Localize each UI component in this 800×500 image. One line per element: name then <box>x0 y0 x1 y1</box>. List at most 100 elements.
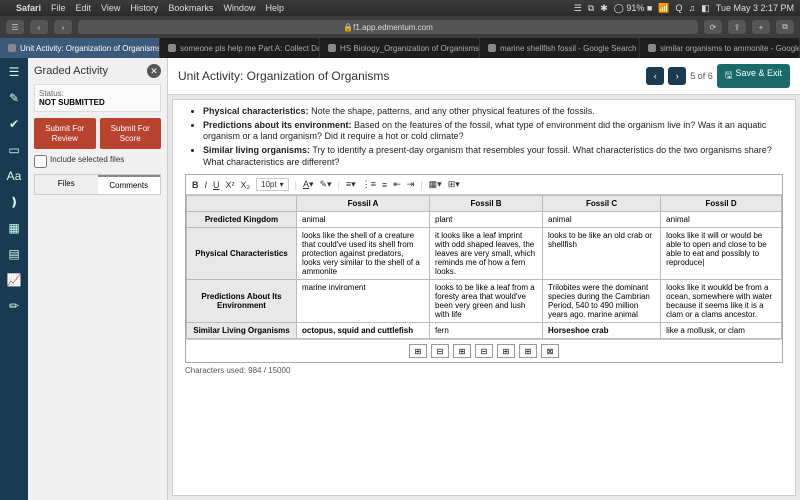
italic-button[interactable]: I <box>205 180 208 190</box>
table-tool-button[interactable]: ⊠ <box>541 344 559 358</box>
table-cell[interactable]: animal <box>543 212 661 228</box>
rail-chart-icon[interactable]: 📈 <box>6 272 22 288</box>
rail-note-icon[interactable]: ▦ <box>6 220 22 236</box>
new-tab-button[interactable]: + <box>752 20 770 34</box>
app-name[interactable]: Safari <box>16 3 41 13</box>
align-button[interactable]: ≡▾ <box>346 179 356 190</box>
table-tool-button[interactable]: ⊞ <box>409 344 427 358</box>
table-row: Predictions About Its Environment marine… <box>187 280 782 323</box>
status-icon[interactable]: ♫ <box>689 3 696 13</box>
table-tool-button[interactable]: ⊞ <box>519 344 537 358</box>
reload-button[interactable]: ⟳ <box>704 20 722 34</box>
bold-button[interactable]: B <box>192 180 199 190</box>
table-tool-button[interactable]: ⊟ <box>475 344 493 358</box>
status-icon[interactable]: ✱ <box>600 3 608 14</box>
superscript-button[interactable]: X² <box>226 180 235 190</box>
browser-tab[interactable]: marine shellfish fossil - Google Search <box>480 38 640 58</box>
menu-bookmarks[interactable]: Bookmarks <box>168 3 213 13</box>
browser-tab[interactable]: Unit Activity: Organization of Organisms <box>0 38 160 58</box>
underline-button[interactable]: U <box>213 180 220 190</box>
table-cell[interactable]: looks like it will or would be able to o… <box>661 228 782 280</box>
table-tool-button[interactable]: ⊞ <box>497 344 515 358</box>
submit-score-button[interactable]: Submit For Score <box>100 118 162 149</box>
rail-audio-icon[interactable]: ❫ <box>6 194 22 210</box>
insert-button[interactable]: ▦▾ <box>429 179 442 190</box>
table-cell[interactable]: plant <box>430 212 543 228</box>
outdent-button[interactable]: ⇤ <box>393 179 401 190</box>
checkbox-input[interactable] <box>34 155 47 168</box>
tab-files[interactable]: Files <box>35 175 98 194</box>
rail-folder-icon[interactable]: ▭ <box>6 142 22 158</box>
rail-edit-icon[interactable]: ✎ <box>6 90 22 106</box>
table-cell[interactable]: Trilobites were the dominant species dur… <box>543 280 661 323</box>
answer-table[interactable]: Fossil A Fossil B Fossil C Fossil D Pred… <box>186 195 782 339</box>
spotlight-icon[interactable]: Q <box>676 3 683 13</box>
browser-tab[interactable]: HS Biology_Organization of Organisms_V..… <box>320 38 480 58</box>
table-tool-button[interactable]: ⊞ <box>453 344 471 358</box>
table-header: Fossil B <box>430 196 543 212</box>
table-cell[interactable]: marine inviroment <box>297 280 430 323</box>
submit-review-button[interactable]: Submit For Review <box>34 118 96 149</box>
subscript-button[interactable]: X₂ <box>241 180 251 190</box>
address-bar[interactable]: 🔒 f1.app.edmentum.com <box>78 20 698 34</box>
number-list-button[interactable]: ≡ <box>382 180 387 190</box>
menu-help[interactable]: Help <box>265 3 284 13</box>
battery-status[interactable]: ◯ 91% ■ <box>614 3 653 14</box>
table-cell[interactable]: octopus, squid and cuttlefish <box>297 323 430 339</box>
browser-tab[interactable]: someone pls help me Part A: Collect Dat.… <box>160 38 320 58</box>
table-cell[interactable]: like a mollusk, or clam <box>661 323 782 339</box>
table-cell[interactable]: looks like it woukld be from a ocean, so… <box>661 280 782 323</box>
rail-highlight-icon[interactable]: ✏ <box>6 298 22 314</box>
font-size-select[interactable]: 10pt▾ <box>256 178 289 191</box>
next-page-button[interactable]: › <box>668 67 686 85</box>
table-row: Fossil A Fossil B Fossil C Fossil D <box>187 196 782 212</box>
table-cell[interactable]: animal <box>297 212 430 228</box>
forward-button[interactable]: › <box>54 20 72 34</box>
status-icon[interactable]: ⧉ <box>588 3 594 14</box>
status-icon[interactable]: ☰ <box>574 3 582 14</box>
rail-text-icon[interactable]: Aa <box>6 168 22 184</box>
rail-menu-icon[interactable]: ☰ <box>6 64 22 80</box>
table-tool-button[interactable]: ⊟ <box>431 344 449 358</box>
back-button[interactable]: ‹ <box>30 20 48 34</box>
table-cell[interactable]: Horseshoe crab <box>543 323 661 339</box>
table-cell[interactable]: looks like the shell of a creature that … <box>297 228 430 280</box>
sidebar-toggle-icon[interactable]: ☰ <box>6 20 24 34</box>
menu-history[interactable]: History <box>130 3 158 13</box>
table-cell[interactable]: looks to be like an old crab or shellfis… <box>543 228 661 280</box>
prev-page-button[interactable]: ‹ <box>646 67 664 85</box>
chevron-down-icon: ▾ <box>280 180 284 189</box>
share-button[interactable]: ⇪ <box>728 20 746 34</box>
browser-toolbar: ☰ ‹ › 🔒 f1.app.edmentum.com ⟳ ⇪ + ⧉ <box>0 16 800 38</box>
rail-check-icon[interactable]: ✔ <box>6 116 22 132</box>
tab-label: similar organisms to ammonite - Google..… <box>660 44 800 53</box>
clock[interactable]: Tue May 3 2:17 PM <box>716 3 794 13</box>
tabs-button[interactable]: ⧉ <box>776 20 794 34</box>
highlight-button[interactable]: ✎▾ <box>320 179 332 190</box>
table-cell[interactable]: animal <box>661 212 782 228</box>
font-color-button[interactable]: A▾ <box>303 179 314 190</box>
row-header: Predicted Kingdom <box>187 212 297 228</box>
indent-button[interactable]: ⇥ <box>407 179 415 190</box>
browser-tab[interactable]: similar organisms to ammonite - Google..… <box>640 38 800 58</box>
table-button[interactable]: ⊞▾ <box>448 179 460 190</box>
menu-window[interactable]: Window <box>223 3 255 13</box>
table-cell[interactable]: it looks like a leaf imprint with odd sh… <box>430 228 543 280</box>
list-item: Physical characteristics: Note the shape… <box>203 106 783 118</box>
menu-edit[interactable]: Edit <box>76 3 92 13</box>
tab-comments[interactable]: Comments <box>98 175 161 194</box>
bullet-list-button[interactable]: ⋮≡ <box>362 179 376 190</box>
table-cell[interactable]: fern <box>430 323 543 339</box>
rail-calc-icon[interactable]: ▤ <box>6 246 22 262</box>
menu-file[interactable]: File <box>51 3 66 13</box>
menu-view[interactable]: View <box>101 3 120 13</box>
include-files-checkbox[interactable]: Include selected files <box>34 155 161 168</box>
table-cell[interactable]: looks to be like a leaf from a foresty a… <box>430 280 543 323</box>
close-icon[interactable]: ✕ <box>147 64 161 78</box>
table-row: Physical Characteristics looks like the … <box>187 228 782 280</box>
control-center-icon[interactable]: ◧ <box>701 3 710 14</box>
wifi-icon[interactable]: 📶 <box>658 3 669 14</box>
row-header: Predictions About Its Environment <box>187 280 297 323</box>
save-exit-button[interactable]: 🖫Save & Exit <box>717 64 790 88</box>
bullet-text: Note the shape, patterns, and any other … <box>309 106 595 116</box>
